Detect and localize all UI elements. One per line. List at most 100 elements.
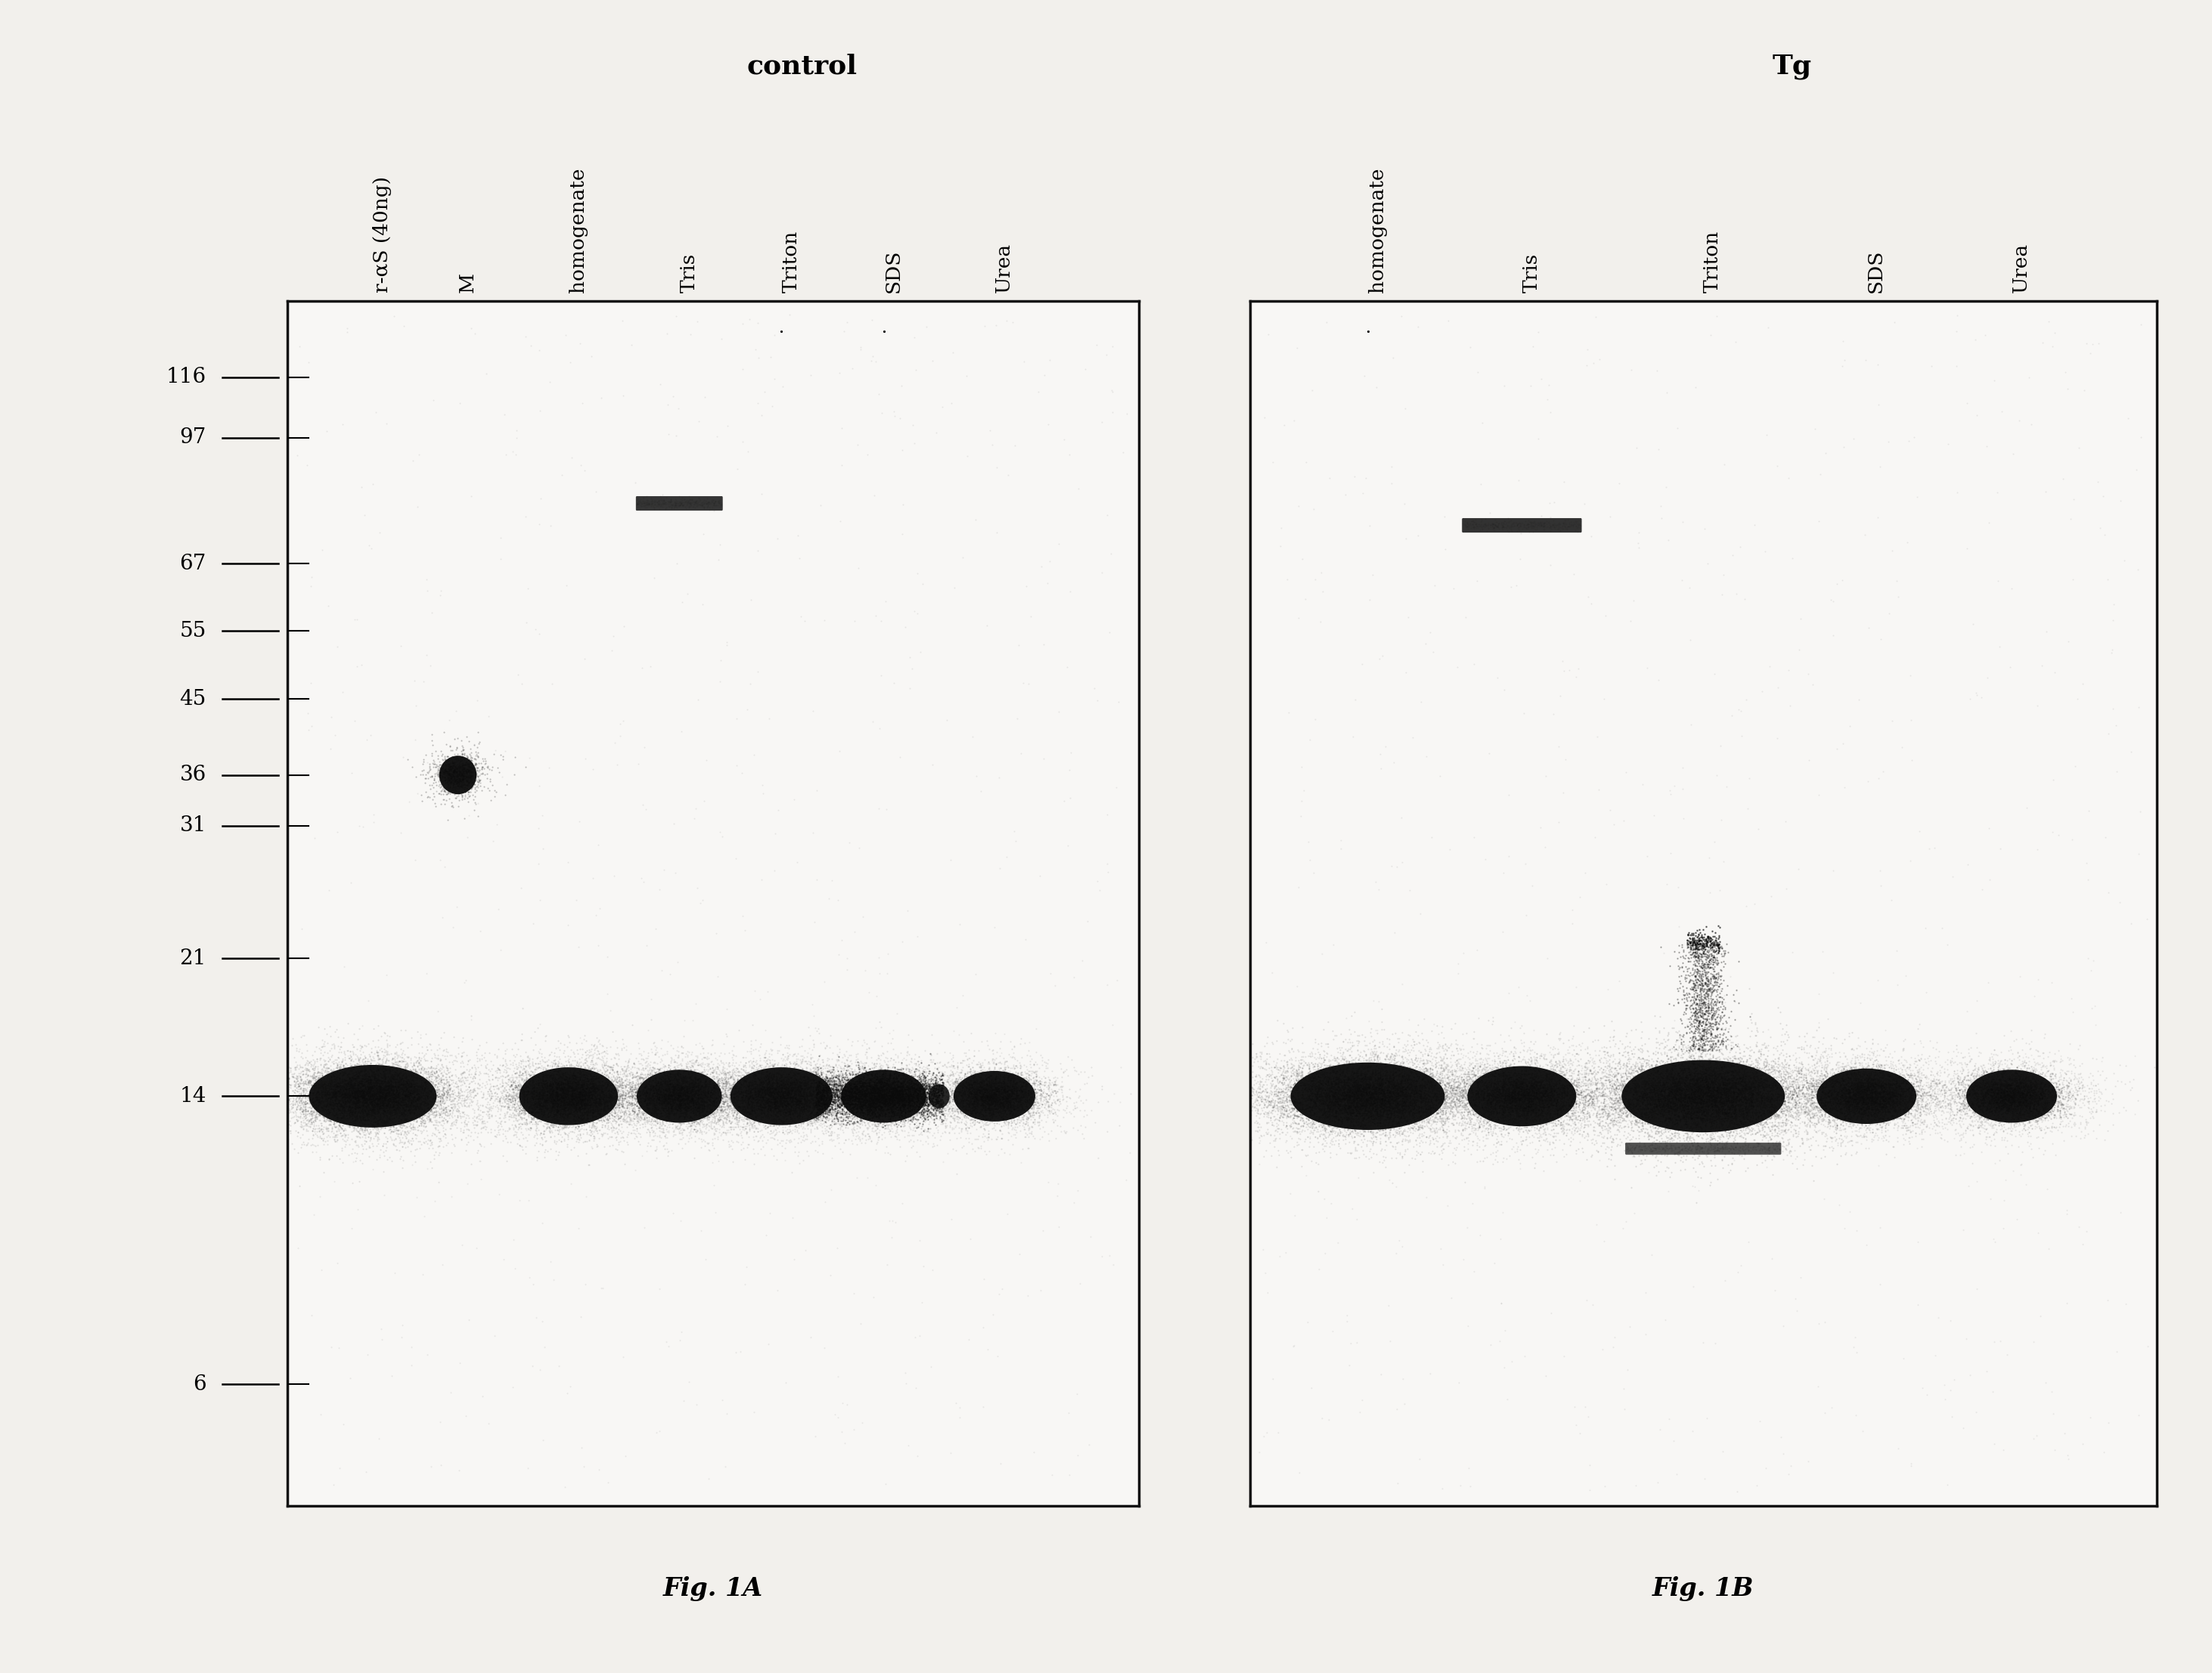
Point [1029,1069,1064,1096]
Point [1500,1074,1535,1101]
Point [1621,1086,1657,1113]
Point [341,1062,376,1089]
Point [1290,1096,1325,1123]
Point [573,1031,608,1057]
Point [1677,1087,1712,1114]
Point [1876,1089,1911,1116]
Point [748,1059,783,1086]
Point [847,1077,883,1104]
Point [480,1042,515,1069]
Point [657,1096,692,1123]
Point [1697,1056,1732,1082]
Point [1380,1076,1416,1103]
Point [303,1094,338,1121]
Point [1460,1059,1495,1086]
Point [332,1084,367,1111]
Point [810,1089,845,1116]
Point [1736,1074,1772,1101]
Point [1732,1084,1767,1111]
Point [799,1076,834,1103]
Point [1628,1079,1663,1106]
Point [1343,1092,1378,1119]
Point [814,1086,849,1113]
Point [1559,1074,1595,1101]
Point [799,1087,834,1114]
Point [436,758,471,785]
Point [1723,1094,1759,1121]
Point [1336,1096,1371,1123]
Point [571,1066,606,1092]
Point [1728,1076,1763,1103]
Point [980,1089,1015,1116]
Point [250,1094,285,1121]
Point [1659,1084,1694,1111]
Point [1991,1089,2026,1116]
Point [1506,1086,1542,1113]
Point [1650,1066,1686,1092]
Point [739,1071,774,1097]
Point [1214,1064,1250,1091]
Point [641,1072,677,1099]
Point [1902,1103,1938,1129]
Point [759,1106,794,1133]
Point [854,1072,889,1099]
Point [427,1096,462,1123]
Point [1655,1114,1690,1141]
Point [312,1089,347,1116]
Point [1657,1037,1692,1064]
Point [889,1084,925,1111]
Point [1993,1076,2028,1103]
Point [2020,1097,2055,1124]
Point [303,1074,338,1101]
Point [1991,1054,2026,1081]
Point [1394,1114,1429,1141]
Point [330,1101,365,1128]
Point [564,1106,599,1133]
Point [533,1096,568,1123]
Point [526,1074,562,1101]
Point [900,1072,936,1099]
Point [571,1089,606,1116]
Point [445,750,480,776]
Point [1493,514,1528,540]
Point [962,1099,998,1126]
Point [1327,1091,1363,1118]
Point [1657,1064,1692,1091]
Point [664,1082,699,1109]
Point [774,1104,810,1131]
Point [847,1084,883,1111]
Point [891,1089,927,1116]
Point [555,1106,591,1133]
Point [989,1096,1024,1123]
Point [1683,927,1719,954]
Point [644,1104,679,1131]
Point [752,1064,787,1091]
Point [712,1077,748,1104]
Point [792,1082,827,1109]
Point [1489,1086,1524,1113]
Point [1692,1074,1728,1101]
Point [1473,1074,1509,1101]
Point [1579,1101,1615,1128]
Point [1732,1092,1767,1119]
Point [991,1103,1026,1129]
Point [323,1087,358,1114]
Point [772,1091,807,1118]
Point [1387,1089,1422,1116]
Point [555,1113,591,1139]
Point [1825,1128,1860,1154]
Point [549,1056,584,1082]
Point [1343,1081,1378,1108]
Point [863,1081,898,1108]
Point [1438,1010,1473,1037]
Point [641,1077,677,1104]
Point [1347,1077,1382,1104]
Point [1832,1087,1867,1114]
Point [1650,1089,1686,1116]
Point [821,1086,856,1113]
Point [653,1061,688,1087]
Point [880,1079,916,1106]
Point [1639,1086,1674,1113]
Point [874,1097,909,1124]
Point [1666,1082,1701,1109]
